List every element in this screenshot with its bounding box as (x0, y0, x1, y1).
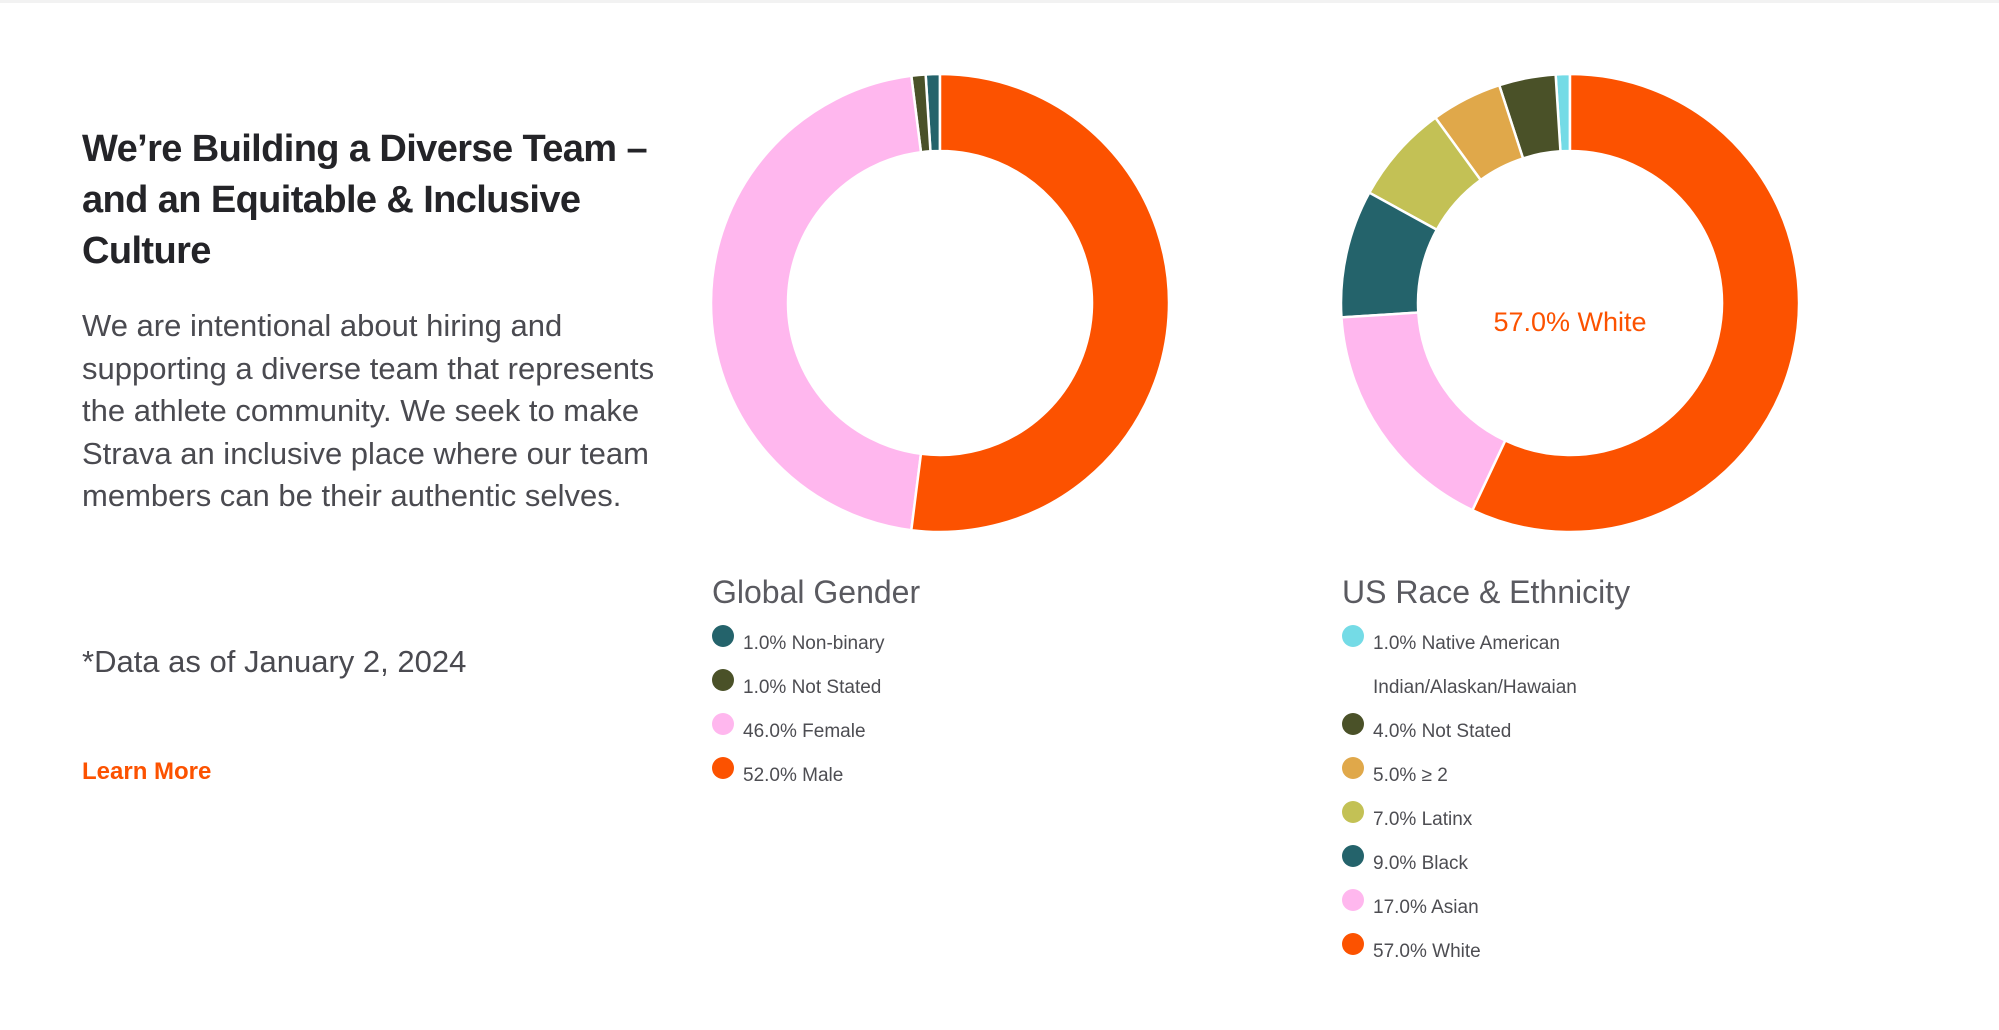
legend-item: 46.0% Female (712, 710, 885, 754)
legend-label: 5.0% ≥ 2 (1373, 765, 1448, 786)
legend-swatch (1342, 757, 1364, 779)
legend-item: 9.0% Black (1342, 842, 1672, 886)
legend-item: 1.0% Native American Indian/Alaskan/Hawa… (1342, 622, 1672, 710)
legend-item: 7.0% Latinx (1342, 798, 1672, 842)
legend-item: 4.0% Not Stated (1342, 710, 1672, 754)
legend-item: 57.0% White (1342, 930, 1672, 974)
intro-section: We’re Building a Diverse Team – and an E… (82, 124, 682, 518)
race-chart-title: US Race & Ethnicity (1342, 574, 1631, 610)
legend-swatch (1342, 845, 1364, 867)
legend-swatch (712, 757, 734, 779)
donut-slice-male[interactable] (909, 72, 1171, 534)
legend-item: 17.0% Asian (1342, 886, 1672, 930)
legend-item: 1.0% Non-binary (712, 622, 885, 666)
donut-slice-black[interactable] (1339, 190, 1439, 319)
donut-slice-not-stated[interactable] (1497, 73, 1562, 161)
donut-center-label: 57.0% White (1493, 307, 1646, 337)
gender-legend: 1.0% Non-binary 1.0% Not Stated 46.0% Fema… (712, 625, 885, 806)
race-legend: 1.0% Native American Indian/Alaskan/Hawa… (1342, 625, 1672, 982)
legend-item: 1.0% Not Stated (712, 666, 885, 710)
race-donut: 57.0% White (1339, 72, 1801, 534)
donut-slice-latinx[interactable] (1367, 115, 1483, 232)
legend-swatch (712, 713, 734, 735)
section-heading: We’re Building a Diverse Team – and an E… (82, 128, 648, 272)
legend-label: 46.0% Female (743, 721, 866, 742)
top-divider (0, 0, 1999, 3)
legend-label: 1.0% Native American Indian/Alaskan/Hawa… (1373, 633, 1577, 698)
legend-swatch (712, 625, 734, 647)
legend-swatch (1342, 889, 1364, 911)
donut-slice-female[interactable] (709, 74, 923, 532)
legend-swatch (1342, 625, 1364, 647)
donut-slice-asian[interactable] (1340, 311, 1507, 512)
legend-label: 4.0% Not Stated (1373, 721, 1512, 742)
race-chart: 57.0% White US Race & Ethnicity 1.0% Nat… (1330, 70, 1970, 1030)
legend-label: 17.0% Asian (1373, 897, 1479, 918)
gender-chart-title: Global Gender (712, 574, 921, 610)
section-description: We are intentional about hiring and supp… (82, 308, 655, 513)
donut-slice-2[interactable] (1433, 83, 1525, 182)
legend-label: 9.0% Black (1373, 853, 1469, 874)
legend-item: 5.0% ≥ 2 (1342, 754, 1672, 798)
legend-label: 52.0% Male (743, 765, 844, 786)
legend-label: 1.0% Not Stated (743, 677, 882, 698)
legend-swatch (1342, 933, 1364, 955)
legend-label: 7.0% Latinx (1373, 809, 1473, 830)
legend-swatch (712, 669, 734, 691)
legend-item: 52.0% Male (712, 754, 885, 798)
learn-more-link[interactable]: Learn More (82, 758, 212, 785)
legend-swatch (1342, 713, 1364, 735)
legend-label: 57.0% White (1373, 941, 1481, 962)
legend-label: 1.0% Non-binary (743, 633, 885, 654)
gender-chart: Global Gender 1.0% Non-binary 1.0% Not St… (700, 70, 1240, 850)
data-date-note: *Data as of January 2, 2024 (82, 644, 467, 679)
legend-swatch (1342, 801, 1364, 823)
gender-donut (709, 72, 1171, 534)
donut-slice-white[interactable] (1470, 72, 1801, 534)
